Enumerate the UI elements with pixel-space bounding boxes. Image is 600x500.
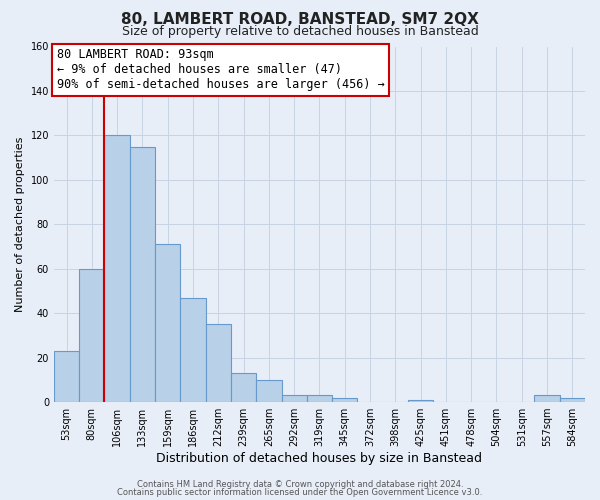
Bar (307, 396, 332, 402)
Bar (104, 136, 130, 402)
Bar (206, 324, 231, 402)
Bar (79, 268, 104, 402)
Text: 80, LAMBERT ROAD, BANSTEAD, SM7 2QX: 80, LAMBERT ROAD, BANSTEAD, SM7 2QX (121, 12, 479, 28)
X-axis label: Distribution of detached houses by size in Banstead: Distribution of detached houses by size … (157, 452, 482, 465)
Bar (535, 396, 560, 402)
Bar (560, 398, 585, 402)
Bar (256, 380, 281, 402)
Text: Contains HM Land Registry data © Crown copyright and database right 2024.: Contains HM Land Registry data © Crown c… (137, 480, 463, 489)
Bar (281, 396, 307, 402)
Text: 80 LAMBERT ROAD: 93sqm
← 9% of detached houses are smaller (47)
90% of semi-deta: 80 LAMBERT ROAD: 93sqm ← 9% of detached … (56, 48, 385, 92)
Bar (332, 398, 358, 402)
Bar (130, 146, 155, 402)
Y-axis label: Number of detached properties: Number of detached properties (15, 136, 25, 312)
Text: Contains public sector information licensed under the Open Government Licence v3: Contains public sector information licen… (118, 488, 482, 497)
Bar (231, 373, 256, 402)
Bar (155, 244, 181, 402)
Bar (408, 400, 433, 402)
Bar (54, 351, 79, 402)
Text: Size of property relative to detached houses in Banstead: Size of property relative to detached ho… (122, 25, 478, 38)
Bar (181, 298, 206, 402)
